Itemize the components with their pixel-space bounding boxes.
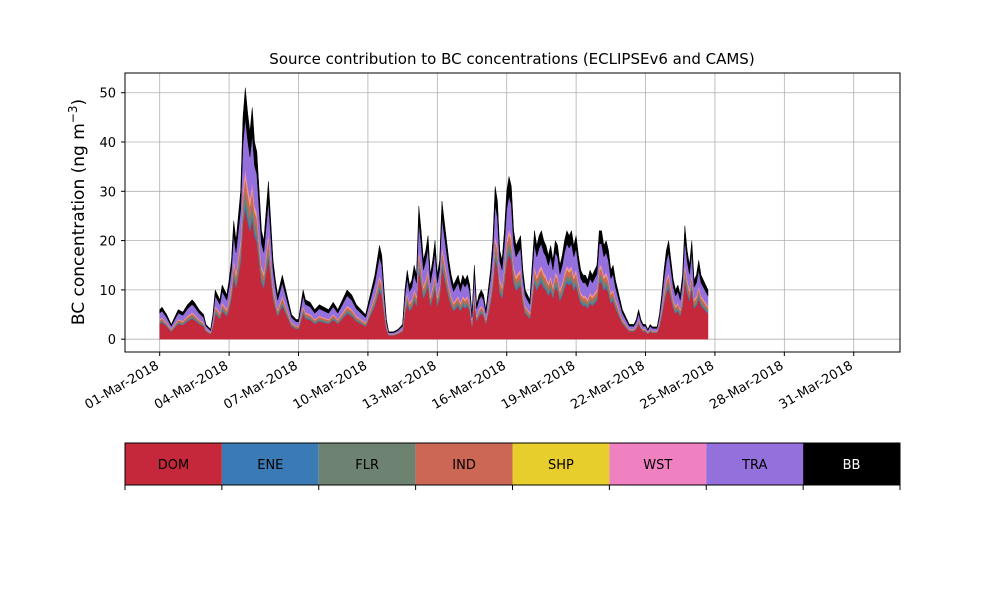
legend-swatch-flr — [318, 443, 416, 485]
legend-label-shp: SHP — [548, 458, 574, 473]
legend-swatch-wst — [609, 443, 707, 485]
legend-swatch-ene — [221, 443, 319, 485]
y-tick-label: 40 — [99, 136, 116, 151]
legend-swatch-ind — [415, 443, 513, 485]
legend-swatch-dom — [125, 443, 222, 485]
legend-label-wst: WST — [643, 458, 672, 473]
stacked-areas — [159, 87, 709, 340]
y-axis-ticks: 0 10 20 30 40 50 — [99, 87, 125, 348]
legend-label-flr: FLR — [355, 458, 379, 473]
legend-swatch-tra — [706, 443, 804, 485]
y-tick-label: 50 — [99, 87, 116, 102]
legend-swatch-bb — [803, 443, 900, 485]
y-tick-label: 0 — [108, 333, 116, 348]
legend-swatch-shp — [512, 443, 610, 485]
area-bb — [159, 87, 709, 333]
legend-label-ind: IND — [452, 458, 476, 473]
legend-label-dom: DOM — [158, 458, 189, 473]
legend-label-ene: ENE — [257, 458, 283, 473]
y-axis-label: BC concentration (ng m−3) — [66, 99, 89, 325]
legend-label-tra: TRA — [741, 458, 767, 473]
y-tick-label: 10 — [99, 284, 116, 299]
plot-frame — [124, 72, 901, 353]
y-tick-label: 30 — [99, 185, 116, 200]
y-tick-label: 20 — [99, 235, 116, 250]
legend-label-bb: BB — [843, 458, 861, 473]
chart-title: Source contribution to BC concentrations… — [269, 50, 754, 68]
color-legend: DOM ENE FLR IND SHP WST TRA BB — [124, 442, 901, 490]
